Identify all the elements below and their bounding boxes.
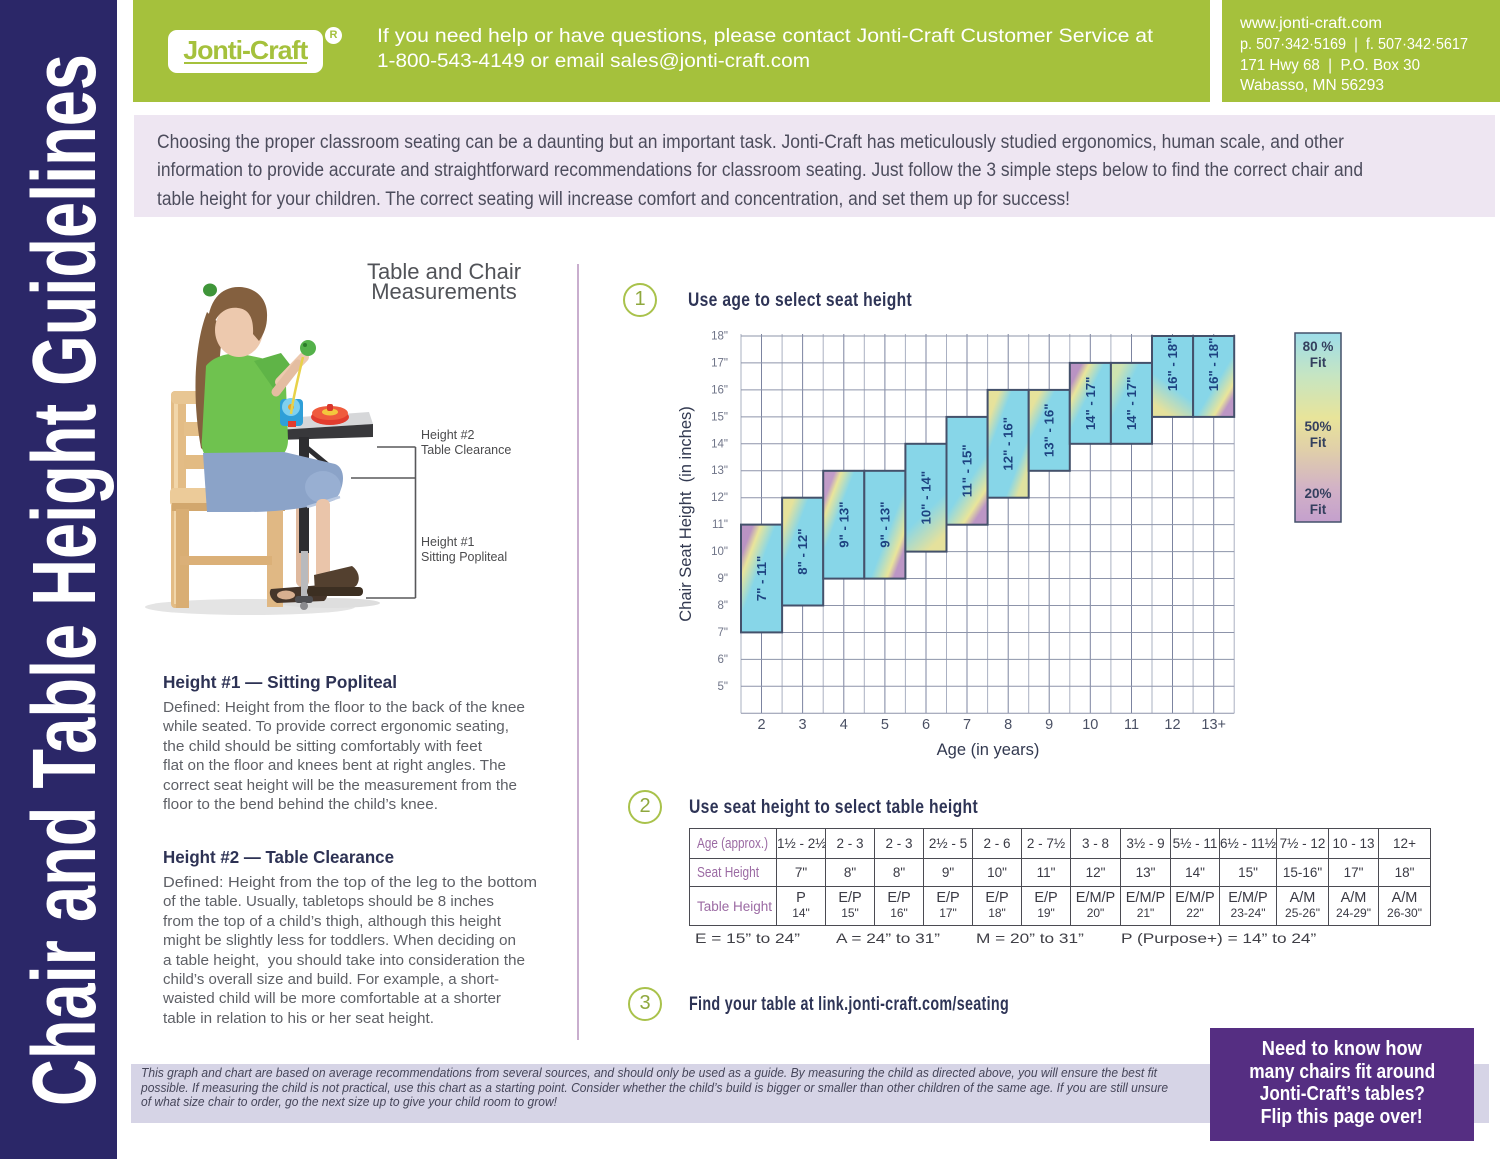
svg-text:50%: 50% [1304,419,1331,434]
svg-text:Chair Seat Height (in inches): Chair Seat Height (in inches) [677,406,695,622]
svg-text:7": 7" [718,627,728,639]
svg-text:14" - 17": 14" - 17" [1083,377,1098,431]
svg-text:5: 5 [881,717,889,733]
svg-text:12": 12" [711,492,728,504]
svg-text:13" - 16": 13" - 16" [1042,404,1057,458]
svg-text:10": 10" [711,546,728,558]
svg-text:8": 8" [718,600,728,612]
svg-text:18": 18" [711,331,728,343]
svg-text:6": 6" [718,654,728,666]
svg-text:9" - 13": 9" - 13" [877,501,892,547]
svg-text:13+: 13+ [1201,717,1226,733]
svg-text:12" - 16": 12" - 16" [1001,417,1016,471]
svg-text:Fit: Fit [1310,502,1327,517]
svg-text:80 %: 80 % [1303,339,1334,354]
svg-text:14" - 17": 14" - 17" [1124,377,1139,431]
svg-text:13": 13" [711,465,728,477]
svg-text:11: 11 [1124,717,1139,733]
svg-text:14": 14" [711,438,728,450]
svg-text:11": 11" [712,519,728,531]
svg-text:Age (in years): Age (in years) [937,741,1040,759]
svg-text:7: 7 [963,717,971,733]
svg-text:6: 6 [922,717,930,733]
svg-text:8: 8 [1004,717,1012,733]
svg-text:8" - 12": 8" - 12" [795,528,810,574]
svg-text:Fit: Fit [1310,355,1327,370]
svg-text:4: 4 [840,717,848,733]
svg-text:Chair and Table Height Guideli: Chair and Table Height Guidelines [15,54,115,1106]
svg-text:11" - 15": 11" - 15" [960,444,975,497]
svg-text:10" - 14": 10" - 14" [919,471,934,525]
svg-text:16": 16" [711,384,728,396]
svg-text:15": 15" [711,411,728,423]
svg-text:20%: 20% [1304,486,1331,501]
svg-text:12: 12 [1164,717,1180,733]
svg-text:9" - 13": 9" - 13" [836,501,851,547]
svg-text:17": 17" [711,357,728,369]
svg-text:3: 3 [799,717,807,733]
svg-text:5": 5" [718,681,728,693]
svg-text:16" - 18": 16" - 18" [1206,338,1221,392]
svg-text:7" - 11": 7" - 11" [754,556,769,602]
svg-text:16" - 18": 16" - 18" [1165,338,1180,392]
svg-text:2: 2 [757,717,765,733]
svg-text:9": 9" [718,573,728,585]
svg-text:9: 9 [1045,717,1053,733]
svg-text:10: 10 [1082,717,1098,733]
svg-text:Fit: Fit [1310,435,1327,450]
